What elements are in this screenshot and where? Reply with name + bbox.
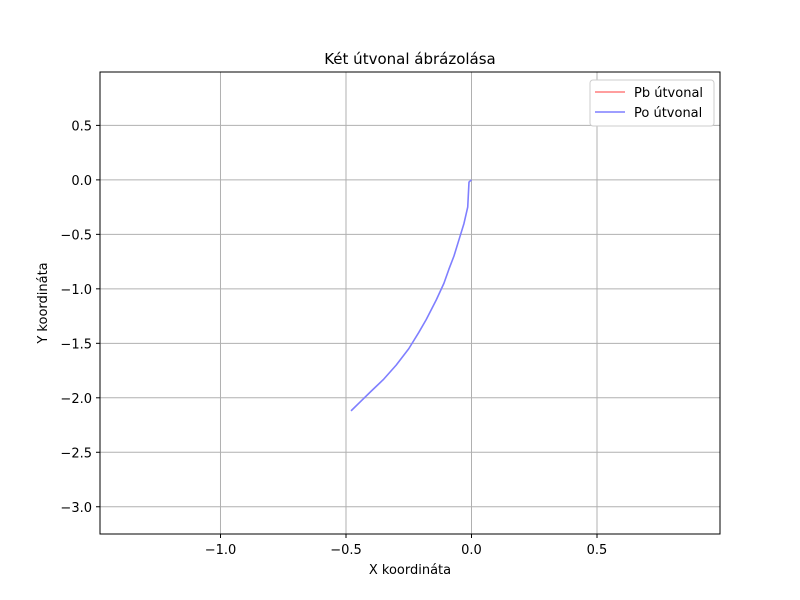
y-tick-label: −2.5 [60, 446, 92, 461]
y-tick-label: 0.0 [71, 174, 92, 189]
y-tick-label: −1.0 [60, 283, 92, 298]
plot-background [100, 72, 720, 534]
plot-frame [99, 71, 721, 535]
y-tick-label: −3.0 [60, 501, 92, 516]
series-layer [350, 179, 473, 412]
y-axis-label: Y koordináta [36, 262, 51, 344]
chart-title: Két útvonal ábrázolása [324, 50, 496, 68]
y-tick-label: −1.5 [60, 337, 92, 352]
legend-label-0: Pb útvonal [634, 86, 703, 101]
grid [100, 72, 720, 534]
x-tick-label: 0.5 [587, 543, 608, 558]
legend: Pb útvonal Po útvonal [589, 79, 715, 127]
y-tick-label: −2.0 [60, 392, 92, 407]
x-tick-label: −0.5 [330, 543, 362, 558]
legend-label-1: Po útvonal [634, 106, 702, 121]
ticks: −1.0 −0.5 0.0 0.5 0.5 0.0 −0.5 −1.0 −1.5 −2.0 −2.5… [60, 119, 607, 558]
x-tick-label: −1.0 [205, 543, 237, 558]
x-tick-label: 0.0 [461, 543, 482, 558]
y-tick-label: 0.5 [71, 119, 92, 134]
series-line-1 [350, 179, 473, 412]
x-axis-label: X koordináta [369, 563, 451, 578]
y-tick-label: −0.5 [60, 228, 92, 243]
